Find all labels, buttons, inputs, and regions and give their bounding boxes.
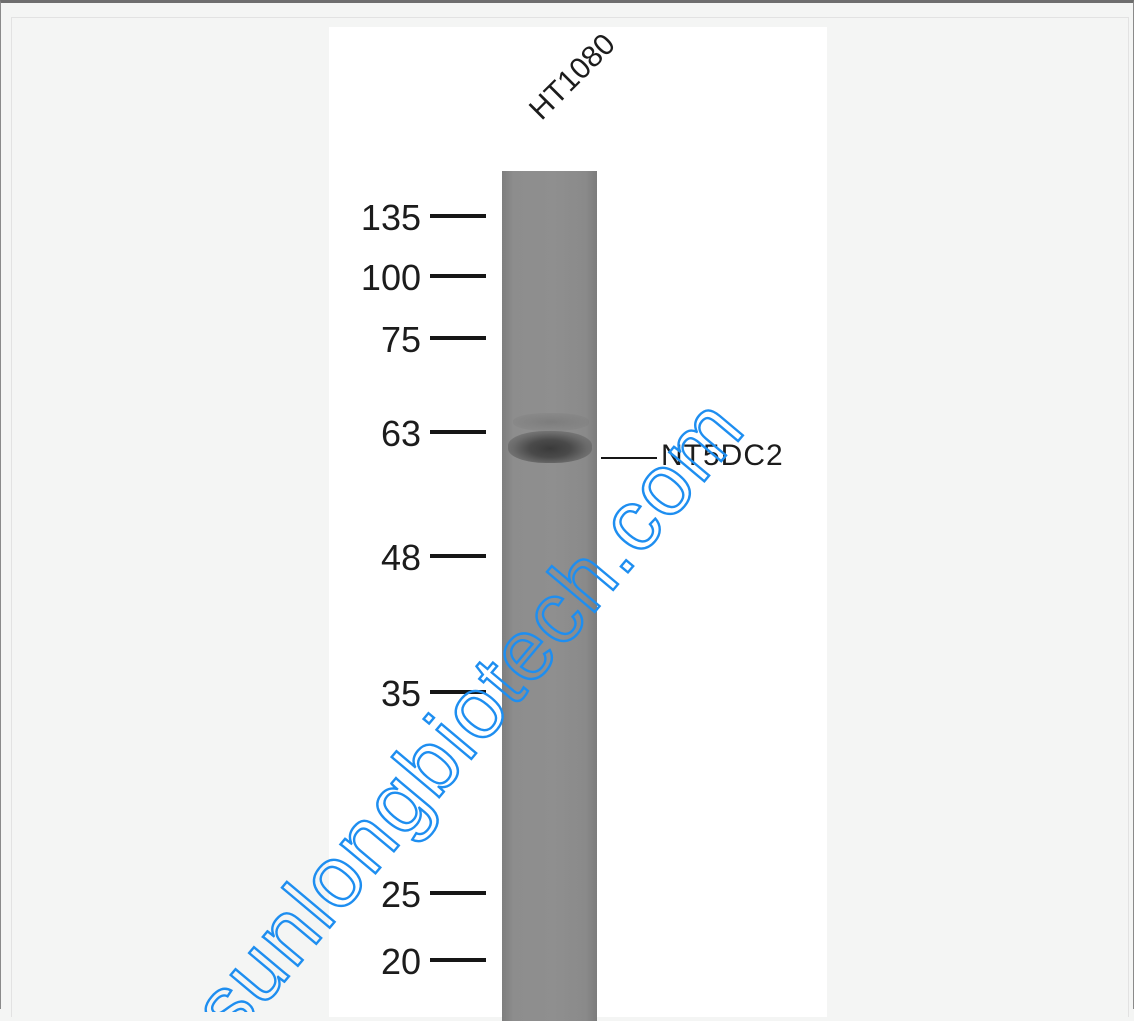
marker-label-75: 75 <box>380 319 421 360</box>
protein-band <box>508 431 592 463</box>
marker-label-63: 63 <box>380 413 421 454</box>
marker-tick-48 <box>430 554 486 558</box>
target-pointer-line <box>601 457 657 459</box>
marker-label-135: 135 <box>360 197 421 238</box>
marker-label-35: 35 <box>380 673 421 714</box>
marker-tick-25 <box>430 891 486 895</box>
inner-frame <box>11 17 1129 1017</box>
marker-label-20: 20 <box>380 941 421 982</box>
marker-label-25: 25 <box>380 874 421 915</box>
blot-lane <box>502 171 597 1021</box>
marker-label-100: 100 <box>360 257 421 298</box>
marker-tick-35 <box>430 690 486 694</box>
target-protein-label: NT5DC2 <box>661 439 784 472</box>
marker-label-48: 48 <box>380 537 421 578</box>
marker-tick-75 <box>430 336 486 340</box>
marker-tick-100 <box>430 274 486 278</box>
faint-band <box>513 413 589 431</box>
marker-tick-135 <box>430 214 486 218</box>
marker-tick-20 <box>430 958 486 962</box>
marker-tick-63 <box>430 430 486 434</box>
